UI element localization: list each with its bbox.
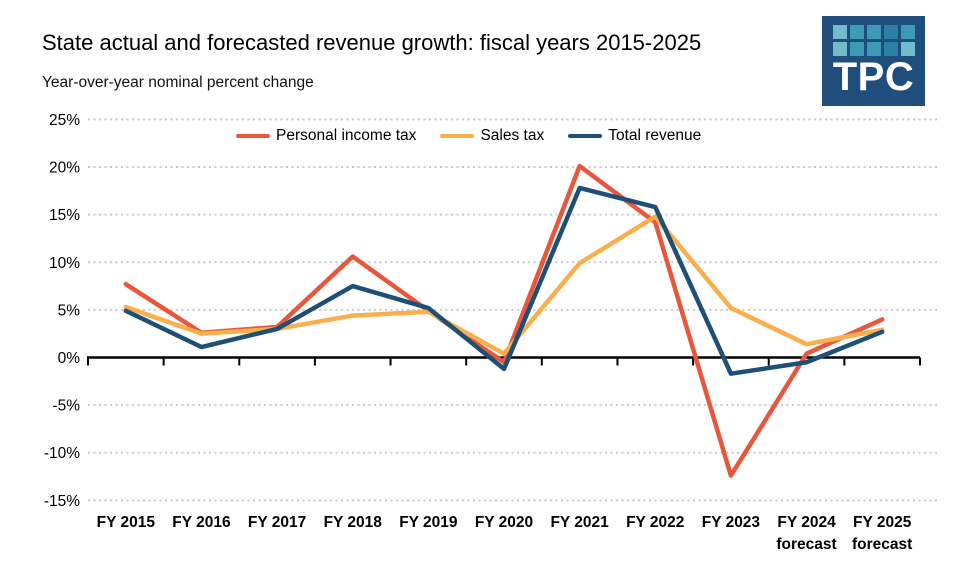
logo-square <box>866 42 881 56</box>
x-axis-label: FY 2022 <box>626 514 684 531</box>
logo-square <box>866 25 881 39</box>
y-axis-label: 10% <box>49 255 80 272</box>
x-axis-label: FY 2019 <box>399 514 458 531</box>
legend-item-total-revenue: Total revenue <box>568 127 701 145</box>
x-axis-label: FY 2021 <box>550 514 609 531</box>
x-axis-label: FY 2025 <box>853 514 912 531</box>
tpc-logo-grid-icon <box>832 25 915 56</box>
legend-item-sales-tax: Sales tax <box>440 127 544 145</box>
legend-swatch-personal-income-tax <box>236 133 270 139</box>
x-axis-label: FY 2016 <box>172 514 231 531</box>
logo-square <box>900 42 915 56</box>
y-axis-label: 15% <box>49 207 80 224</box>
x-axis-label: FY 2015 <box>97 514 156 531</box>
x-axis-sublabel: forecast <box>776 536 836 553</box>
logo-square <box>883 42 898 56</box>
legend-label: Total revenue <box>608 127 702 144</box>
tpc-logo-text: TPC <box>832 55 915 99</box>
chart-subtitle: Year-over-year nominal percent change <box>42 74 314 91</box>
tpc-logo: TPC <box>822 16 925 106</box>
y-axis-label: 20% <box>49 160 80 177</box>
x-axis-sublabel: forecast <box>852 536 912 553</box>
legend-item-personal-income-tax: Personal income tax <box>236 127 416 145</box>
x-axis-label: FY 2024 <box>777 514 836 531</box>
logo-square <box>832 42 847 56</box>
x-axis-label: FY 2018 <box>324 514 383 531</box>
y-axis-label: -15% <box>44 493 80 510</box>
y-axis-label: 5% <box>58 302 81 319</box>
legend-swatch-total-revenue <box>568 133 603 139</box>
legend-label: Sales tax <box>480 127 545 144</box>
series-line-personal-income-tax <box>123 163 885 478</box>
chart-title: State actual and forecasted revenue grow… <box>42 30 702 55</box>
x-axis-label: FY 2023 <box>702 514 761 531</box>
logo-square <box>832 25 847 39</box>
x-axis-label: FY 2020 <box>475 514 533 531</box>
legend: Personal income tax Sales tax Total revenu… <box>236 126 701 146</box>
y-axis-label: -10% <box>44 445 80 462</box>
logo-square <box>883 25 898 39</box>
logo-square <box>900 25 915 39</box>
series-line-sales-tax <box>123 214 885 356</box>
logo-square <box>849 25 864 39</box>
legend-label: Personal income tax <box>276 127 417 144</box>
legend-swatch-sales-tax <box>440 133 475 139</box>
series-line-total-revenue <box>123 185 885 376</box>
y-axis-label: 0% <box>58 350 81 367</box>
y-axis-label: 25% <box>49 112 80 129</box>
x-axis-label: FY 2017 <box>248 514 306 531</box>
logo-square <box>849 42 864 56</box>
y-axis-label: -5% <box>52 398 80 415</box>
